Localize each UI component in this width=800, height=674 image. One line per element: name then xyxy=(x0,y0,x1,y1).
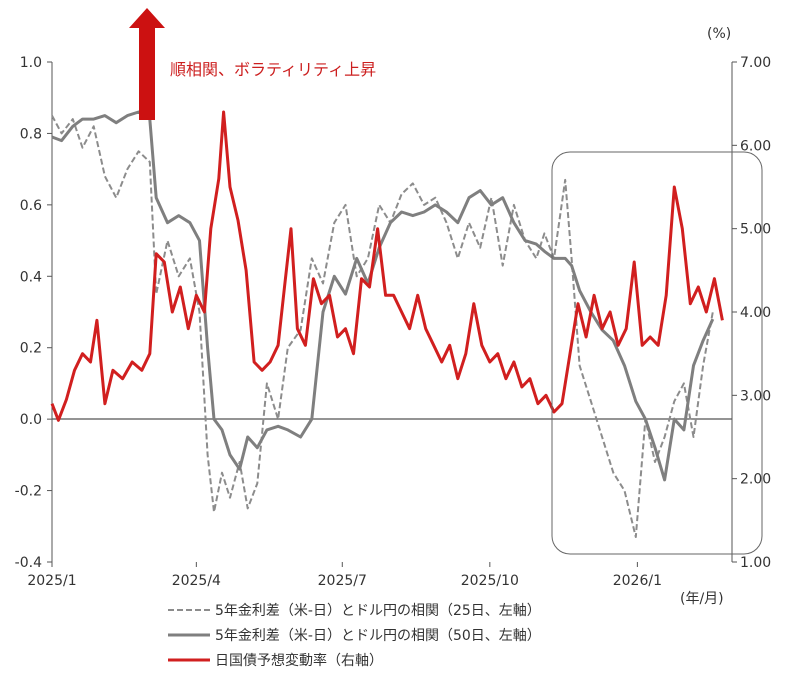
right-tick-label: 7.00 xyxy=(740,55,771,71)
legend: 5年金利差（米-日）とドル円の相関（25日、左軸） 5年金利差（米-日）とドル円… xyxy=(168,603,541,669)
left-axis-ticks: 1.0 0.8 0.6 0.4 0.2 0.0 -0.2 -0.4 xyxy=(15,55,52,571)
left-tick-label: 0.6 xyxy=(20,198,42,214)
legend-item-corr25: 5年金利差（米-日）とドル円の相関（25日、左軸） xyxy=(168,603,541,619)
right-tick-label: 2.00 xyxy=(740,472,771,488)
series-corr50 xyxy=(51,110,715,482)
right-tick-label: 4.00 xyxy=(740,305,771,321)
right-tick-label: 6.00 xyxy=(740,138,771,154)
x-axis-ticks: 2025/1 2025/4 2025/7 2025/10 2026/1 xyxy=(27,562,662,589)
x-tick-label: 2026/1 xyxy=(613,573,662,589)
right-axis-ticks: 7.00 6.00 5.00 4.00 3.00 2.00 1.00 xyxy=(732,55,771,571)
right-tick-label: 3.00 xyxy=(740,388,771,404)
legend-label-corr25: 5年金利差（米-日）とドル円の相関（25日、左軸） xyxy=(215,603,541,619)
legend-item-vol: 日国債予想変動率（右軸） xyxy=(168,652,383,669)
annotation: 順相関、ボラティリティ上昇 xyxy=(129,8,376,120)
up-arrow-icon xyxy=(129,8,165,120)
right-axis-unit: (%) xyxy=(707,26,731,42)
x-tick-label: 2025/7 xyxy=(318,573,367,589)
left-tick-label: 0.2 xyxy=(20,341,42,357)
right-tick-label: 5.00 xyxy=(740,222,771,238)
left-tick-label: 1.0 xyxy=(20,55,42,71)
right-tick-label: 1.00 xyxy=(740,555,771,571)
series-vol xyxy=(50,110,724,422)
left-tick-label: -0.4 xyxy=(15,555,42,571)
x-tick-label: 2025/1 xyxy=(27,573,76,589)
legend-item-corr50: 5年金利差（米-日）とドル円の相関（50日、左軸） xyxy=(168,628,541,644)
annotation-text: 順相関、ボラティリティ上昇 xyxy=(170,60,376,79)
left-tick-label: 0.0 xyxy=(20,412,42,428)
plot-area: 1.0 0.8 0.6 0.4 0.2 0.0 -0.2 -0.4 7.00 6.00 5.00 4… xyxy=(15,55,772,589)
x-tick-label: 2025/10 xyxy=(461,573,519,589)
left-tick-label: 0.4 xyxy=(20,269,42,285)
left-tick-label: 0.8 xyxy=(20,126,42,142)
legend-label-corr50: 5年金利差（米-日）とドル円の相関（50日、左軸） xyxy=(215,628,541,644)
x-axis-unit: (年/月) xyxy=(680,591,724,607)
left-tick-label: -0.2 xyxy=(15,484,42,500)
x-tick-label: 2025/4 xyxy=(172,573,221,589)
legend-label-vol: 日国債予想変動率（右軸） xyxy=(215,652,383,669)
highlight-box xyxy=(551,151,763,555)
series-layer xyxy=(50,110,724,538)
